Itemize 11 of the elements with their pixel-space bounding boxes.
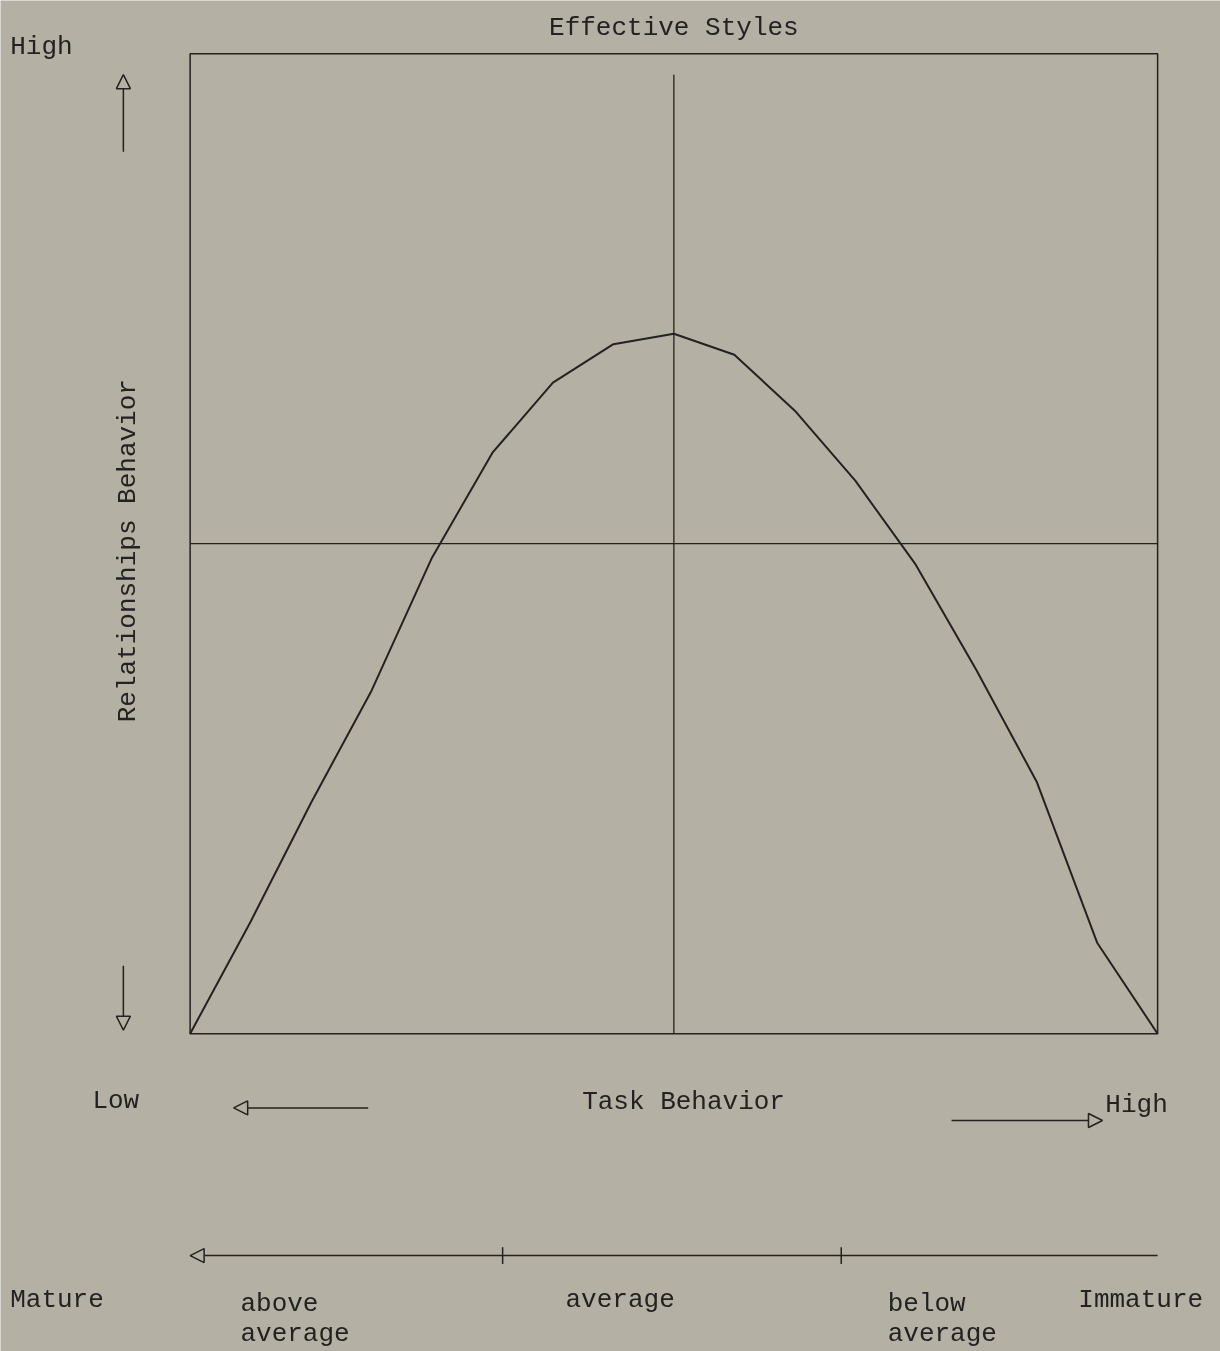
chart-title: Effective Styles: [549, 12, 799, 43]
text: Low: [92, 1085, 140, 1116]
text: Immature: [1078, 1285, 1204, 1316]
x-axis-title: Task Behavior: [582, 1087, 785, 1118]
text: below average: [887, 1289, 997, 1350]
text: High: [1105, 1090, 1168, 1121]
text: High: [10, 31, 73, 62]
text: average: [565, 1285, 675, 1316]
y-axis-title: Relationships Behavior: [113, 379, 144, 723]
text: above average: [240, 1289, 350, 1350]
text: Mature: [10, 1285, 104, 1316]
